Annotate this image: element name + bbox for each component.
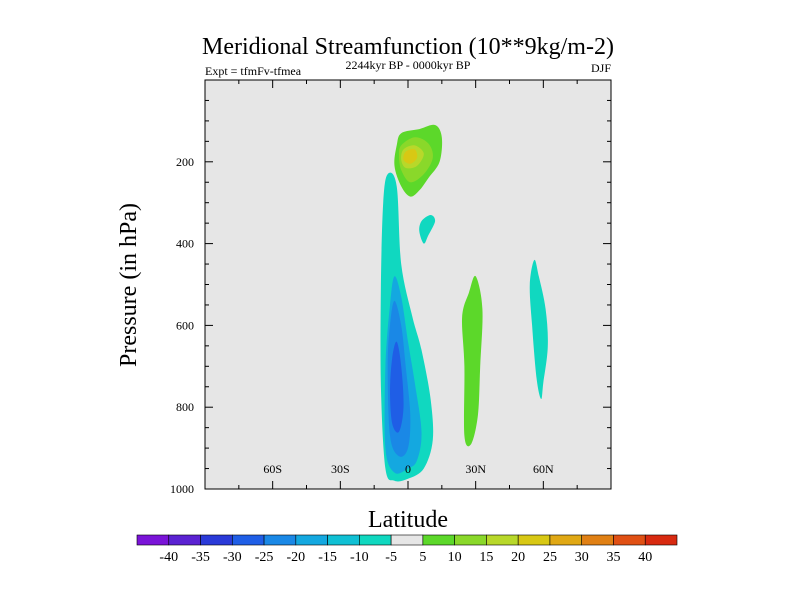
y-tick-label: 400 [176,237,194,251]
colorbar-box [327,534,360,546]
colorbar-box [136,534,170,546]
colorbar-box [517,534,551,546]
y-tick-label: 600 [176,318,194,332]
colorbar-label: 20 [511,550,525,565]
x-tick-label: 60N [533,462,554,476]
colorbar-box [390,534,424,546]
colorbar: -40 -35 -30 -25 -20 -15 -10 -5 5 10 15 20 25 30 35 40 [136,534,678,565]
colorbar-label: -25 [255,550,274,565]
colorbar-box [359,534,392,546]
y-tick-label: 200 [176,155,194,169]
colorbar-label: 15 [479,550,493,565]
colorbar-box [231,534,265,546]
colorbar-box [454,534,487,546]
colorbar-label: 5 [419,550,426,565]
x-tick-label: 0 [405,462,411,476]
subtitle-left: Expt = tfmFv-tfmea [205,64,302,78]
colorbar-box [295,534,328,546]
chart-title: Meridional Streamfunction (10**9kg/m-2) [202,34,614,60]
colorbar-box [263,534,297,546]
colorbar-label: 35 [606,550,620,565]
colorbar-label: 40 [638,550,652,565]
colorbar-label: -20 [286,550,305,565]
axis-ticks: 60S 30S 0 30N 60N 200 400 600 800 1000 [170,80,611,496]
colorbar-box [486,534,519,546]
colorbar-label: 25 [543,550,557,565]
contour-region-small-negative-400 [419,215,436,244]
colorbar-label: -30 [223,550,242,565]
subtitle-right: DJF [591,61,611,75]
colorbar-label: -5 [385,550,397,565]
y-tick-label: 1000 [170,482,194,496]
colorbar-box [422,534,455,546]
colorbar-box [581,534,614,546]
y-tick-label: 800 [176,400,194,414]
colorbar-label: 10 [448,550,462,565]
subtitle-center: 2244kyr BP - 0000kyr BP [346,58,471,72]
x-tick-label: 30S [331,462,350,476]
x-tick-label: 30N [465,462,486,476]
x-tick-label: 60S [263,462,282,476]
colorbar-label: -40 [159,550,178,565]
colorbar-label: -10 [350,550,369,565]
colorbar-box [549,534,583,546]
contour-region-positive-30N [461,275,483,447]
colorbar-label: 30 [575,550,589,565]
contour-regions [380,124,548,482]
contour-region-upper-positive-20 [403,149,418,164]
colorbar-label: -15 [318,550,337,565]
y-axis-title: Pressure (in hPa) [116,203,142,367]
colorbar-box [200,534,233,546]
colorbar-box [644,534,678,546]
colorbar-label: -35 [191,550,210,565]
contour-region-negative-band-25 [390,341,404,433]
colorbar-box [613,534,646,546]
colorbar-box [168,534,201,546]
x-axis-title: Latitude [368,507,448,533]
contour-region-negative-60N [529,259,548,400]
